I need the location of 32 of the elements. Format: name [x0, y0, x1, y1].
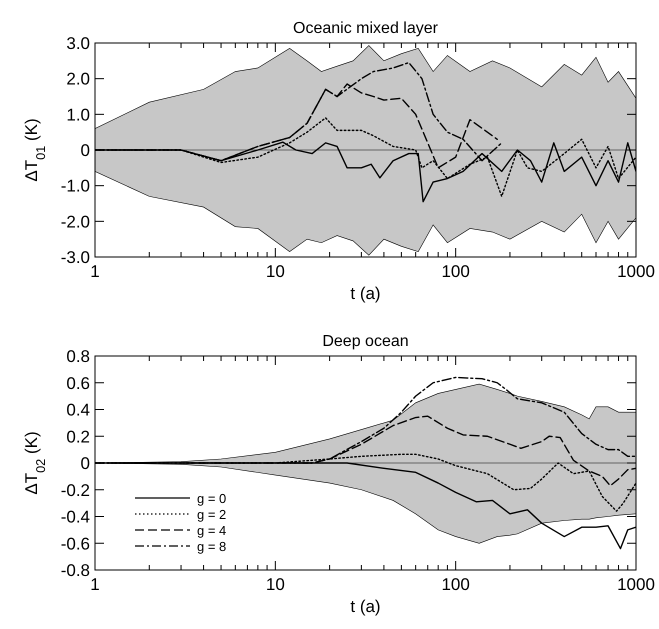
y-tick-label: 0.4 — [66, 400, 90, 420]
x-tick-label: 1 — [90, 575, 100, 594]
y-tick-label: -0.2 — [60, 480, 90, 500]
y-tick-label: -0.8 — [60, 561, 90, 580]
x-tick-label: 10 — [266, 262, 285, 281]
y-tick-label: 0.2 — [66, 427, 90, 446]
x-axis-title: t (a) — [350, 597, 381, 616]
legend-label: g = 8 — [197, 539, 226, 554]
y-tick-label: 0 — [80, 141, 90, 160]
x-tick-label: 10 — [266, 575, 285, 594]
x-tick-label: 100 — [441, 575, 470, 594]
y-tick-label: 3.0 — [66, 34, 90, 53]
y-tick-label: -0.4 — [60, 508, 90, 526]
y-tick-label: 2.0 — [66, 70, 90, 89]
legend-label: g = 4 — [197, 523, 226, 538]
y-tick-label: 0.6 — [66, 374, 90, 393]
x-tick-label: 1000 — [617, 262, 655, 281]
y-tick-label: -1.0 — [60, 176, 90, 196]
x-tick-label: 100 — [441, 262, 470, 281]
y-tick-label: 1.0 — [66, 105, 90, 124]
y-tick-label: -3.0 — [60, 248, 90, 267]
legend-label: g = 2 — [197, 507, 226, 522]
y-tick-label: 0.8 — [66, 347, 90, 366]
x-tick-label: 1 — [90, 262, 100, 281]
chart-title: Oceanic mixed layer — [293, 20, 439, 37]
x-tick-label: 1000 — [617, 575, 655, 594]
y-tick-label: -0.6 — [60, 534, 90, 554]
chart-title: Deep ocean — [322, 333, 409, 350]
y-tick-label: -2.0 — [60, 212, 90, 232]
x-axis-title: t (a) — [350, 284, 381, 303]
y-tick-label: 0 — [80, 454, 90, 473]
legend-label: g = 0 — [197, 491, 226, 506]
